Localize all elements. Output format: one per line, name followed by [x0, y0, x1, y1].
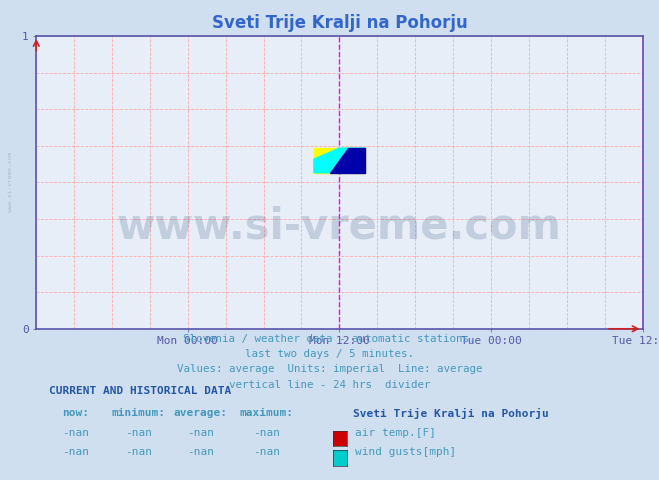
Text: last two days / 5 minutes.: last two days / 5 minutes.	[245, 349, 414, 359]
Text: wind gusts[mph]: wind gusts[mph]	[355, 447, 456, 457]
Text: Slovenia / weather data - automatic stations.: Slovenia / weather data - automatic stat…	[183, 334, 476, 344]
Text: -nan: -nan	[125, 428, 152, 438]
Text: -nan: -nan	[125, 447, 152, 457]
Text: minimum:: minimum:	[111, 408, 165, 418]
Text: -nan: -nan	[63, 447, 89, 457]
Polygon shape	[314, 148, 365, 173]
Text: Sveti Trije Kralji na Pohorju: Sveti Trije Kralji na Pohorju	[353, 408, 548, 419]
Polygon shape	[314, 148, 365, 173]
Text: -nan: -nan	[63, 428, 89, 438]
Text: maximum:: maximum:	[240, 408, 294, 418]
Text: CURRENT AND HISTORICAL DATA: CURRENT AND HISTORICAL DATA	[49, 386, 232, 396]
Text: -nan: -nan	[254, 428, 280, 438]
Text: air temp.[F]: air temp.[F]	[355, 428, 436, 438]
Text: now:: now:	[63, 408, 89, 418]
Text: vertical line - 24 hrs  divider: vertical line - 24 hrs divider	[229, 380, 430, 390]
Text: www.si-vreme.com: www.si-vreme.com	[117, 205, 562, 247]
Text: average:: average:	[174, 408, 228, 418]
Polygon shape	[330, 148, 365, 173]
Text: -nan: -nan	[188, 428, 214, 438]
Text: -nan: -nan	[188, 447, 214, 457]
Text: -nan: -nan	[254, 447, 280, 457]
Text: www.si-vreme.com: www.si-vreme.com	[9, 153, 13, 212]
Title: Sveti Trije Kralji na Pohorju: Sveti Trije Kralji na Pohorju	[212, 13, 467, 32]
Text: Values: average  Units: imperial  Line: average: Values: average Units: imperial Line: av…	[177, 364, 482, 374]
